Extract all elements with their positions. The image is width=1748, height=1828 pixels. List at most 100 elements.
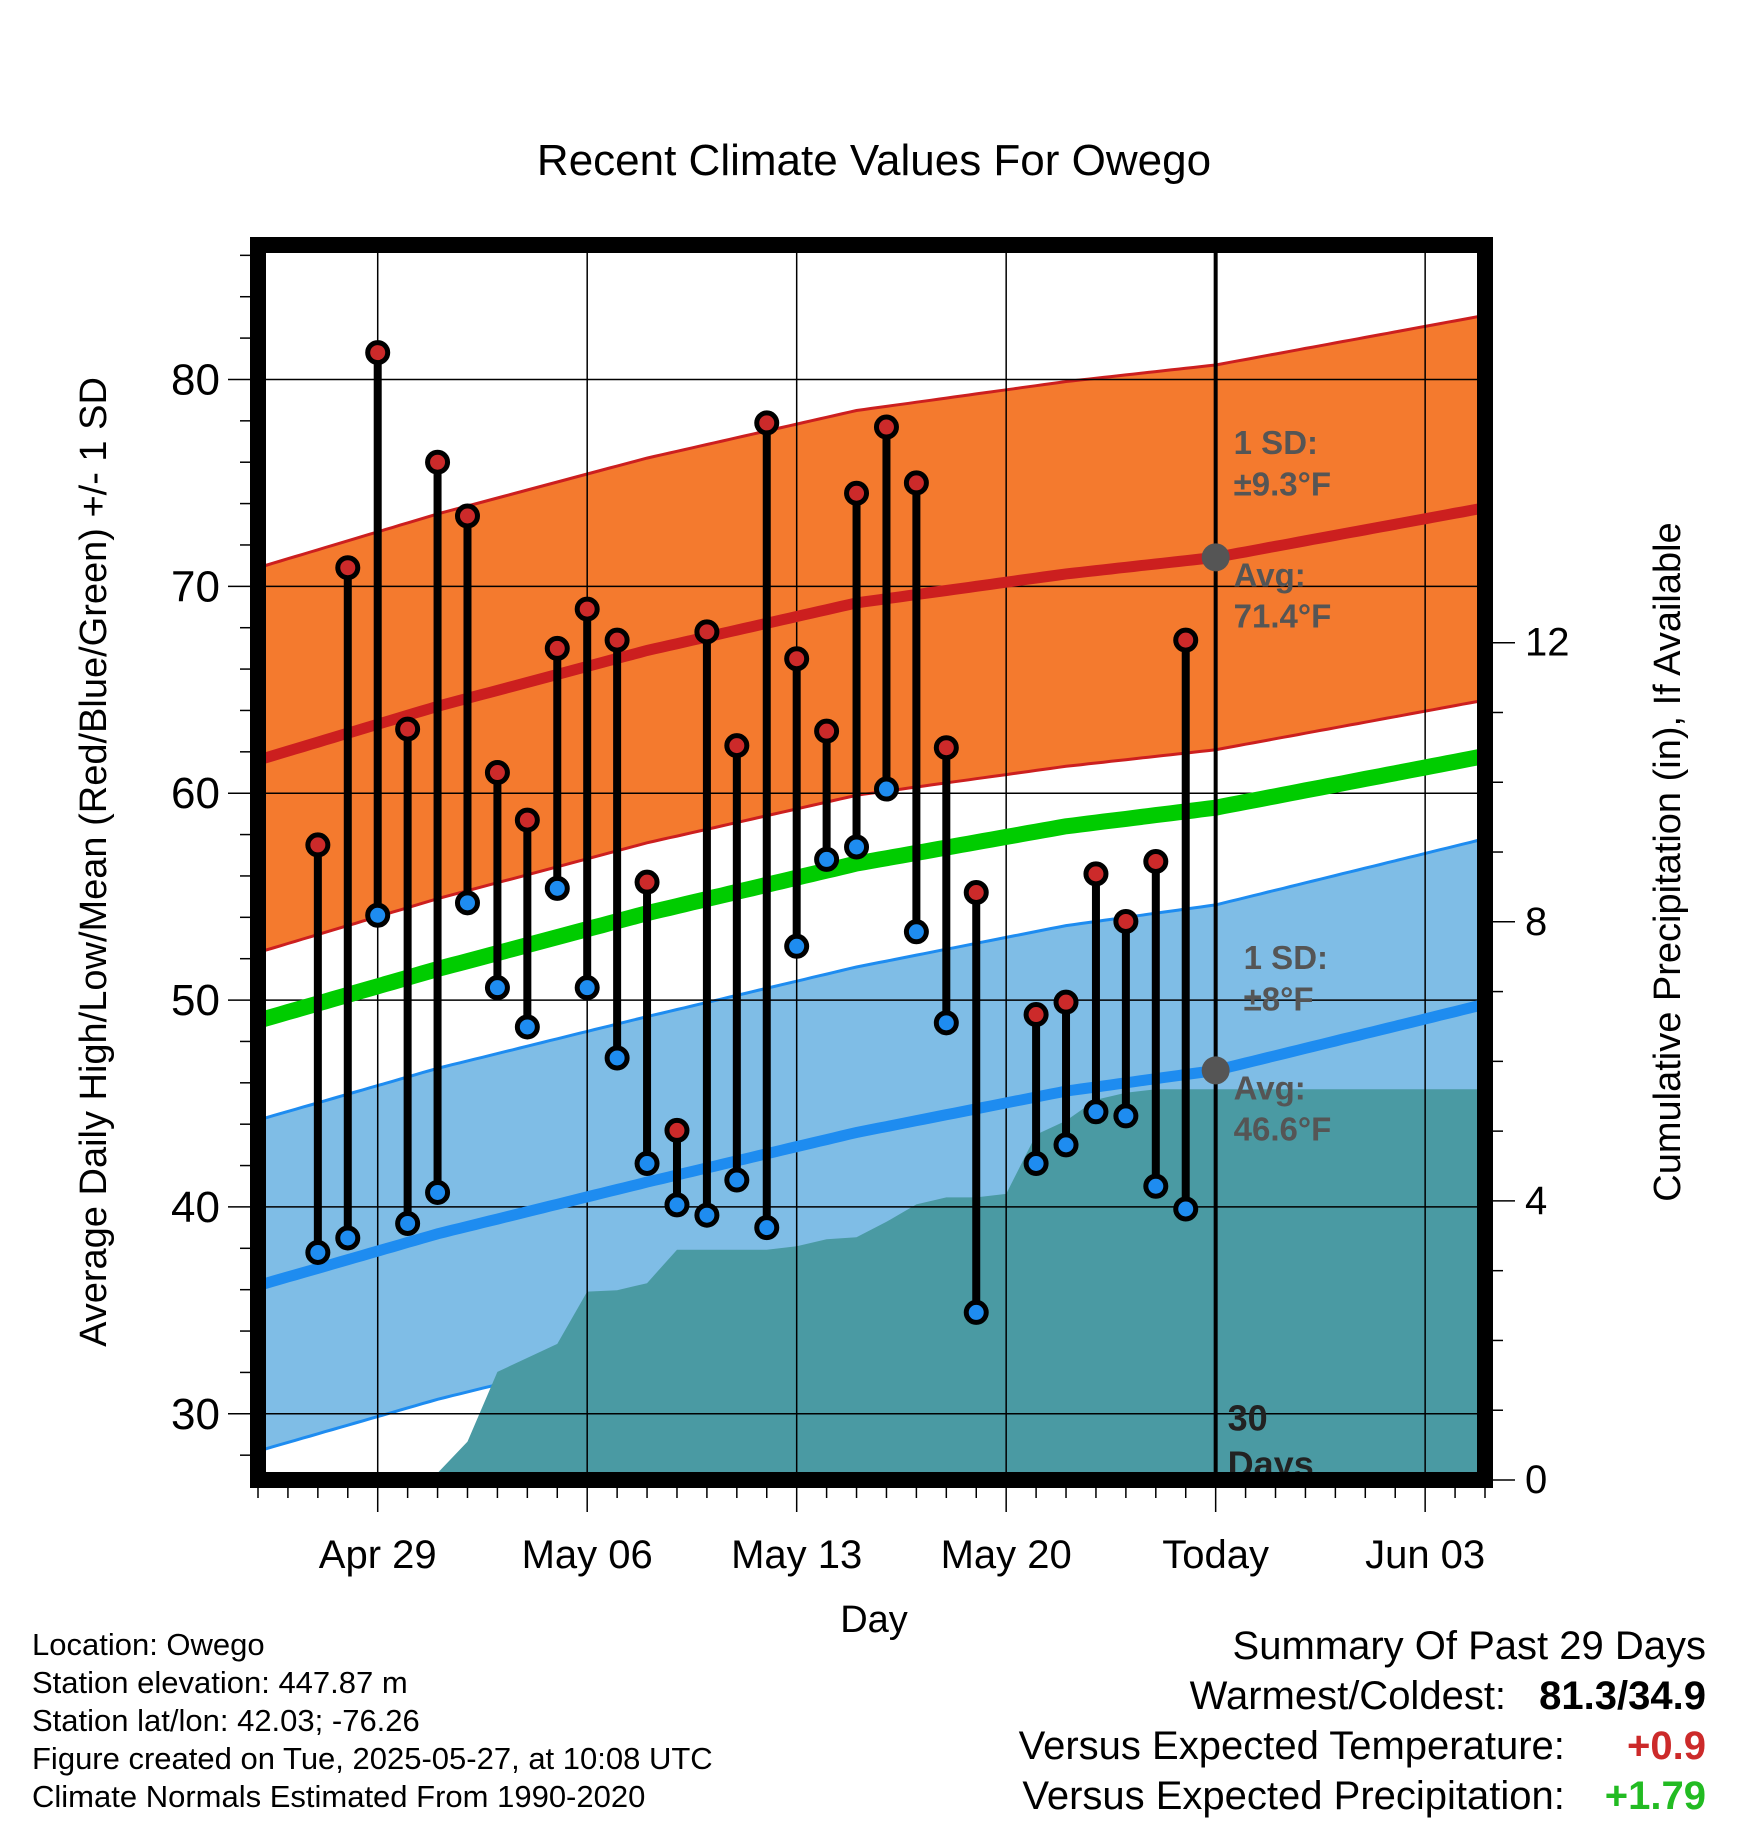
observed-high-point [514, 807, 540, 833]
observed-high-point [933, 735, 959, 761]
observed-high-point [574, 596, 600, 622]
observed-low-point [754, 1215, 780, 1241]
low-avg-value: 46.6°F [1234, 1111, 1332, 1148]
station-info: Location: Owego Station elevation: 447.8… [32, 1626, 713, 1816]
today-high-avg-marker [1201, 543, 1230, 572]
observed-high-point [425, 449, 451, 475]
observed-high-point [604, 627, 630, 653]
y-tick-label: 30 [171, 1390, 220, 1439]
observed-high-point [664, 1117, 690, 1143]
summary-warmest-value: 81.3/34.9 [1539, 1674, 1706, 1718]
observed-high-point [1083, 861, 1109, 887]
observed-low-point [1023, 1150, 1049, 1176]
y2-tick-label: 8 [1525, 900, 1547, 944]
y-tick-label: 40 [171, 1183, 220, 1232]
observed-high-point [484, 760, 510, 786]
info-elevation: Station elevation: 447.87 m [32, 1665, 408, 1700]
low-avg-label: Avg: [1234, 1069, 1306, 1106]
low-band-upper-edge [258, 837, 1485, 1122]
observed-high-point [1053, 989, 1079, 1015]
summary-temp-value: +0.9 [1627, 1724, 1706, 1768]
observed-high-point [784, 646, 810, 672]
observed-low-point [634, 1150, 660, 1176]
x-axis-label: Day [840, 1599, 908, 1641]
observed-high-point [844, 480, 870, 506]
info-latlon: Station lat/lon: 42.03; -76.26 [32, 1703, 420, 1738]
observed-high-point [903, 470, 929, 496]
observed-low-point [1173, 1196, 1199, 1222]
observed-low-point [1053, 1132, 1079, 1158]
x-tick-label: May 13 [731, 1533, 862, 1577]
observed-low-point [903, 919, 929, 945]
x-tick-label: May 06 [522, 1533, 653, 1577]
y2-axis-label: Cumulative Precipitation (in), If Availa… [1647, 522, 1689, 1201]
observed-high-point [395, 716, 421, 742]
high-sd-label: 1 SD: [1234, 424, 1318, 461]
observed-low-point [514, 1014, 540, 1040]
observed-high-point [814, 718, 840, 744]
observed-low-point [335, 1225, 361, 1251]
today-days-label: 30 [1228, 1397, 1268, 1438]
precip-area [258, 1089, 1485, 1480]
today-low-avg-marker [1201, 1056, 1230, 1085]
x-tick-label: Jun 03 [1365, 1533, 1485, 1577]
info-created: Figure created on Tue, 2025-05-27, at 10… [32, 1741, 713, 1776]
observed-low-point [873, 776, 899, 802]
low-sd-label: 1 SD: [1244, 939, 1328, 976]
observed-low-point [484, 975, 510, 1001]
observed-low-point [544, 875, 570, 901]
chart-title: Recent Climate Values For Owego [537, 136, 1211, 185]
high-avg-label: Avg: [1234, 556, 1306, 593]
observed-low-point [395, 1210, 421, 1236]
low-sd-value: ±8°F [1244, 980, 1314, 1017]
y-axis-label: Average Daily High/Low/Mean (Red/Blue/Gr… [73, 377, 115, 1347]
observed-low-point [454, 890, 480, 916]
plot-frame [250, 237, 1493, 1488]
observed-low-point [664, 1192, 690, 1218]
x-tick-label: Today [1162, 1533, 1269, 1577]
low-sd-band [258, 838, 1485, 1451]
y-tick-label: 60 [171, 769, 220, 818]
y-tick-label: 70 [171, 562, 220, 611]
observed-low-point [694, 1202, 720, 1228]
observed-high-point [634, 869, 660, 895]
summary-heading: Summary Of Past 29 Days [1232, 1624, 1706, 1668]
observed-low-point [365, 902, 391, 928]
observed-low-point [604, 1045, 630, 1071]
summary-precip-row: Versus Expected Precipitation: +1.79 [1019, 1771, 1706, 1821]
observed-high-point [365, 340, 391, 366]
observed-high-point [454, 503, 480, 529]
summary-temp-label: Versus Expected Temperature: [1018, 1724, 1565, 1768]
summary-precip-value: +1.79 [1604, 1774, 1706, 1818]
observed-high-point [963, 879, 989, 905]
info-normals: Climate Normals Estimated From 1990-2020 [32, 1779, 646, 1814]
observed-low-point [963, 1299, 989, 1325]
y-tick-label: 50 [171, 976, 220, 1025]
observed-low-point [724, 1167, 750, 1193]
observed-high-point [1113, 908, 1139, 934]
y2-tick-label: 12 [1525, 621, 1570, 665]
observed-high-point [1143, 848, 1169, 874]
summary-warmest-row: Warmest/Coldest: 81.3/34.9 [1019, 1671, 1706, 1721]
observed-low-point [814, 846, 840, 872]
low-avg-line [258, 998, 1485, 1291]
high-avg-value: 71.4°F [1234, 598, 1332, 635]
observed-high-point [724, 733, 750, 759]
observed-low-point [305, 1239, 331, 1265]
observed-low-point [844, 834, 870, 860]
mean-avg-line [258, 748, 1485, 1029]
observed-high-point [1173, 627, 1199, 653]
observed-low-point [1143, 1173, 1169, 1199]
summary-temp-row: Versus Expected Temperature: +0.9 [1019, 1721, 1706, 1771]
x-tick-label: May 20 [941, 1533, 1072, 1577]
observed-high-point [694, 619, 720, 645]
observed-high-point [754, 410, 780, 436]
observed-low-point [425, 1179, 451, 1205]
observed-high-point [1023, 1002, 1049, 1028]
plot-area: 1 SD: ±9.3°F Avg: 71.4°F 1 SD: ±8°F Avg: 46.6°F… [171, 237, 1570, 1577]
observed-high-point [544, 635, 570, 661]
y2-tick-label: 4 [1525, 1179, 1547, 1223]
y-tick-label: 80 [171, 355, 220, 404]
observed-low-point [1113, 1103, 1139, 1129]
